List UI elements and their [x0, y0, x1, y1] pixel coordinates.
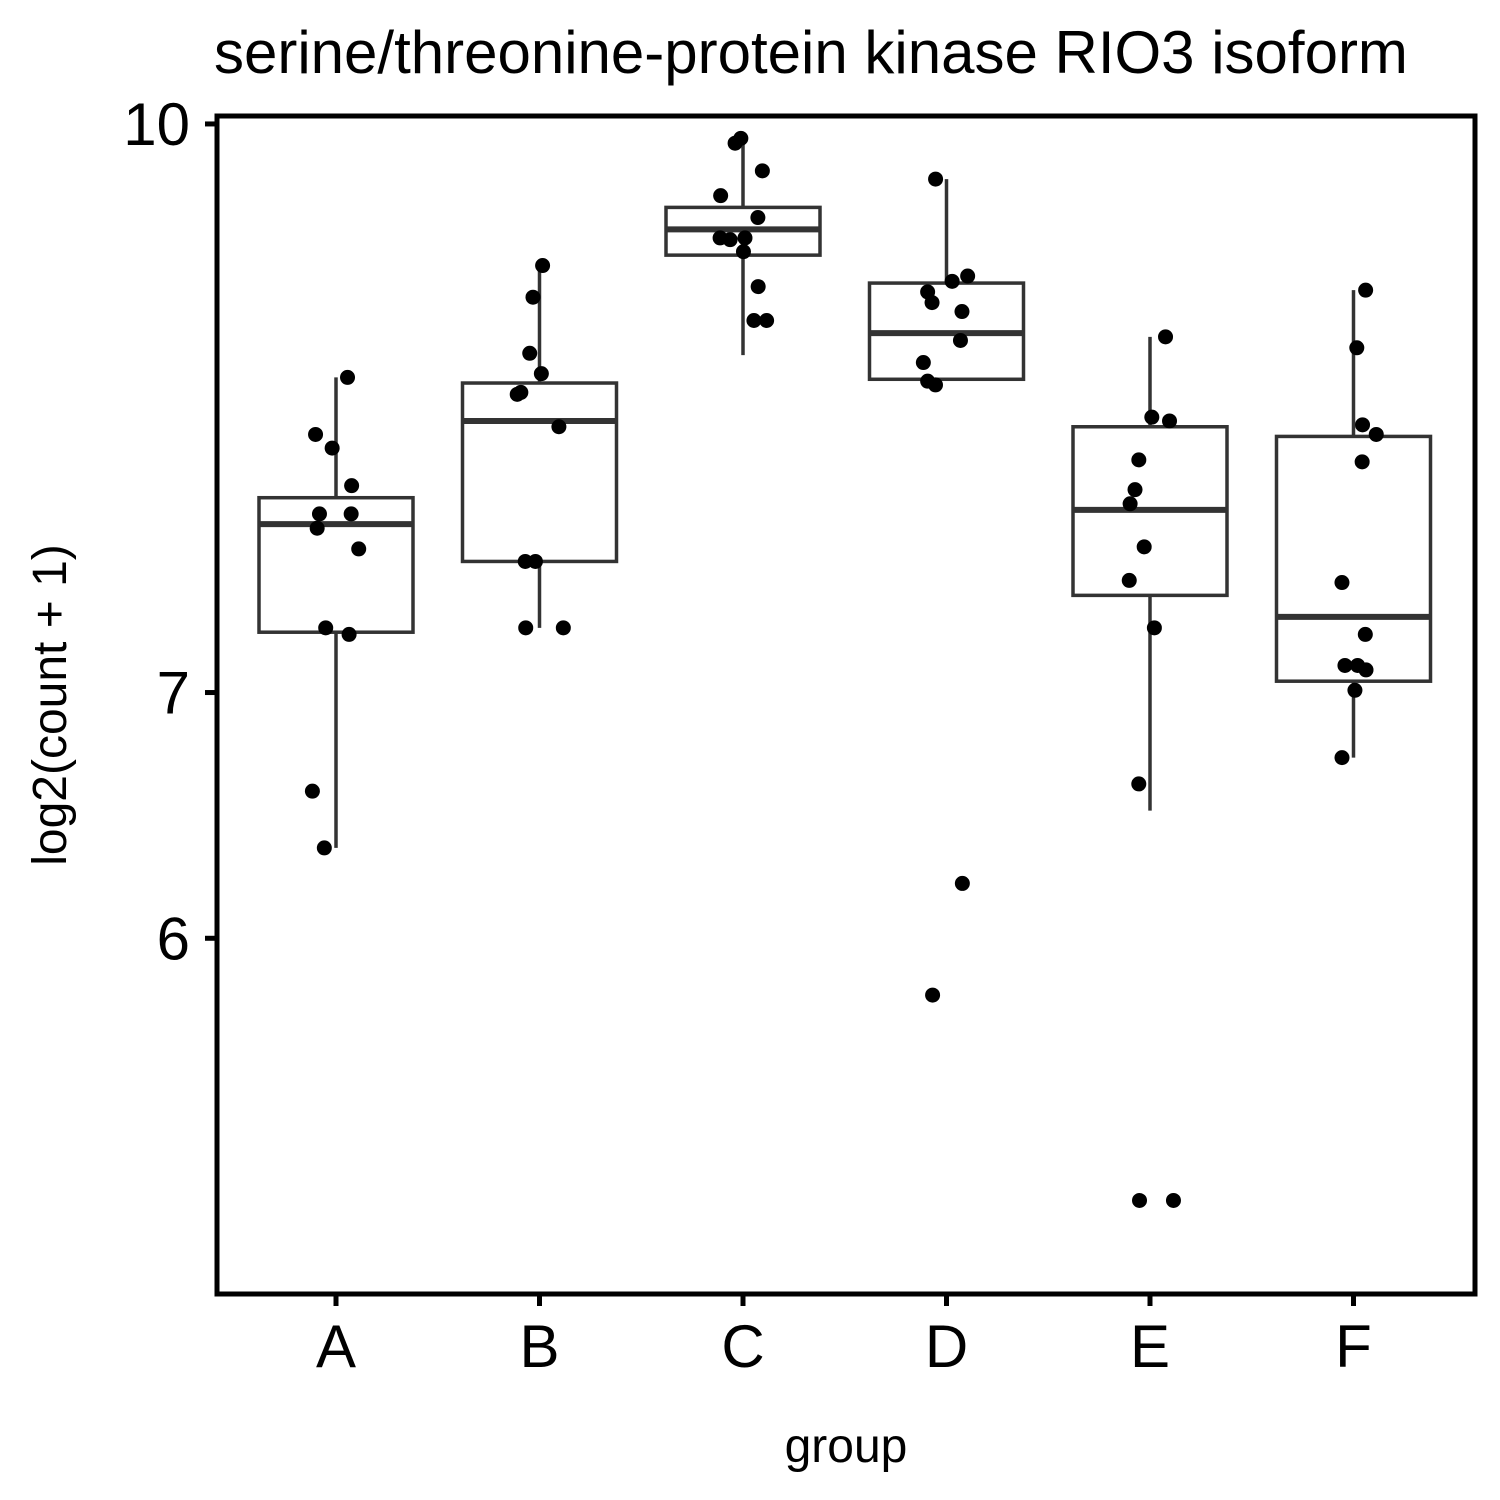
- data-point: [1354, 454, 1370, 470]
- data-point: [750, 279, 766, 295]
- points-group-E: [1121, 329, 1181, 1208]
- data-point: [1334, 750, 1350, 766]
- x-axis-title: group: [785, 1420, 908, 1473]
- points-group-F: [1334, 282, 1384, 766]
- x-tick-label: E: [1130, 1313, 1170, 1380]
- y-tick-label: 6: [157, 905, 190, 972]
- y-tick-label: 10: [123, 91, 190, 158]
- data-point: [954, 304, 970, 320]
- points-group-D: [915, 171, 976, 1003]
- data-point: [925, 987, 941, 1003]
- x-tick-label: C: [721, 1313, 764, 1380]
- data-point: [1337, 657, 1353, 673]
- points-group-C: [712, 130, 775, 329]
- data-point: [1357, 626, 1373, 642]
- chart-title: serine/threonine-protein kinase RIO3 iso…: [214, 19, 1408, 86]
- data-point: [927, 377, 943, 393]
- box-group-A: [257, 377, 415, 848]
- data-point: [311, 506, 327, 522]
- data-point: [759, 313, 775, 329]
- data-point: [525, 289, 541, 305]
- box-group-B: [460, 265, 619, 628]
- data-point: [522, 345, 538, 361]
- x-tick-label: A: [316, 1313, 356, 1380]
- y-axis-title: log2(count + 1): [24, 544, 77, 866]
- data-point: [343, 506, 359, 522]
- box-B: [460, 381, 619, 564]
- data-point: [527, 553, 543, 569]
- data-point: [1132, 1192, 1148, 1208]
- x-tick-label: B: [519, 1313, 559, 1380]
- data-point: [954, 875, 970, 891]
- data-point: [915, 355, 931, 371]
- data-point: [324, 440, 340, 456]
- x-tick-label: D: [925, 1313, 968, 1380]
- data-point: [727, 135, 743, 151]
- data-point: [750, 210, 766, 226]
- data-point: [1355, 417, 1371, 433]
- data-point: [533, 366, 549, 382]
- data-point: [551, 419, 567, 435]
- data-point: [746, 313, 762, 329]
- data-point: [1358, 282, 1374, 298]
- data-point: [351, 541, 367, 557]
- data-point: [1144, 409, 1160, 425]
- data-point: [1358, 662, 1374, 678]
- data-point: [722, 232, 738, 248]
- data-point: [1165, 1192, 1181, 1208]
- data-point: [1347, 682, 1363, 698]
- data-point: [304, 783, 320, 799]
- data-point: [509, 386, 525, 402]
- x-tick-label: F: [1335, 1313, 1372, 1380]
- data-point: [735, 244, 751, 260]
- data-point: [1127, 482, 1143, 498]
- data-point: [341, 626, 357, 642]
- data-point: [309, 520, 325, 536]
- data-point: [1122, 496, 1138, 512]
- data-point: [1349, 340, 1365, 356]
- data-point: [318, 620, 334, 636]
- points-group-A: [304, 369, 367, 856]
- data-point: [1334, 575, 1350, 591]
- plot-layer: [257, 130, 1433, 1208]
- y-tick-label: 7: [157, 660, 190, 727]
- data-point: [924, 295, 940, 311]
- box-group-D: [867, 179, 1026, 382]
- data-point: [960, 268, 976, 284]
- data-point: [1162, 413, 1178, 429]
- data-point: [1131, 452, 1147, 468]
- data-point: [713, 188, 729, 204]
- plot-panel-border: [214, 113, 1478, 1297]
- data-point: [928, 171, 944, 187]
- data-point: [344, 478, 360, 494]
- data-point: [518, 620, 534, 636]
- data-point: [555, 620, 571, 636]
- data-point: [1136, 539, 1152, 555]
- data-point: [952, 332, 968, 348]
- axis-layer: 6 7 10 A B C D E F: [123, 91, 1372, 1380]
- box-group-E: [1071, 336, 1229, 811]
- data-point: [737, 230, 753, 246]
- data-point: [340, 369, 356, 385]
- box-group-F: [1274, 290, 1433, 758]
- box-A: [257, 495, 415, 634]
- data-point: [1368, 426, 1384, 442]
- data-point: [754, 163, 770, 179]
- data-point: [944, 273, 960, 289]
- data-point: [1146, 620, 1162, 636]
- data-point: [1121, 572, 1137, 588]
- box-F: [1274, 434, 1433, 683]
- data-point: [535, 258, 551, 274]
- data-point: [308, 426, 324, 442]
- points-group-B: [509, 258, 571, 636]
- data-point: [1131, 776, 1147, 792]
- data-point: [1158, 329, 1174, 345]
- data-point: [316, 840, 332, 856]
